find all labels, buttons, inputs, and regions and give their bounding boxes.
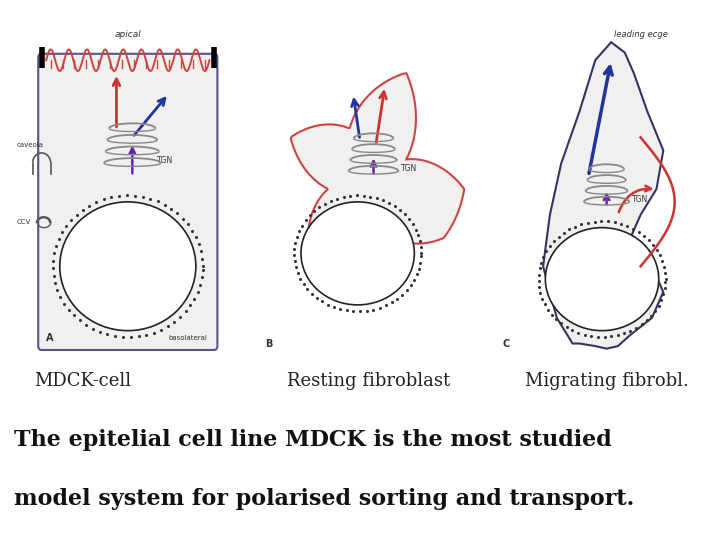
- Text: basolateral: basolateral: [168, 335, 207, 341]
- Text: TGN: TGN: [401, 164, 417, 173]
- Text: A: A: [46, 333, 54, 343]
- Ellipse shape: [545, 228, 659, 330]
- Ellipse shape: [301, 202, 415, 305]
- Text: C: C: [503, 339, 510, 348]
- Text: MDCK-cell: MDCK-cell: [34, 372, 131, 390]
- Text: caveola: caveola: [17, 142, 44, 148]
- Polygon shape: [291, 73, 464, 303]
- FancyBboxPatch shape: [38, 54, 217, 350]
- Text: B: B: [265, 339, 272, 348]
- Ellipse shape: [60, 202, 196, 330]
- Text: apical: apical: [114, 30, 141, 39]
- Text: model system for polarised sorting and transport.: model system for polarised sorting and t…: [14, 489, 634, 510]
- Text: Resting fibroblast: Resting fibroblast: [287, 372, 451, 390]
- Text: TGN: TGN: [157, 156, 174, 165]
- Text: leading ecge: leading ecge: [613, 30, 667, 39]
- Text: TGN: TGN: [631, 195, 648, 204]
- Text: Migrating fibrobl.: Migrating fibrobl.: [525, 372, 688, 390]
- Text: CCV: CCV: [17, 219, 31, 226]
- Polygon shape: [543, 42, 663, 349]
- Text: The epitelial cell line MDCK is the most studied: The epitelial cell line MDCK is the most…: [14, 429, 612, 451]
